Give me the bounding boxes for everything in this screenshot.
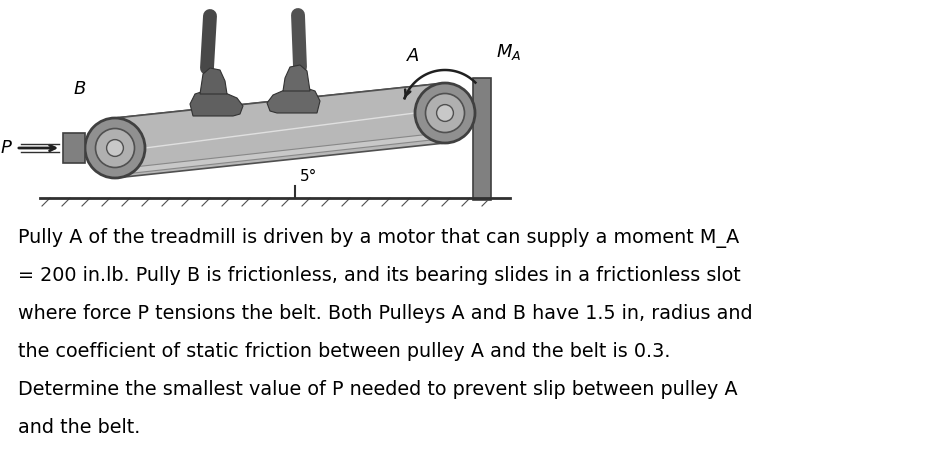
- Text: P: P: [0, 139, 11, 157]
- Circle shape: [415, 83, 475, 143]
- Text: Determine the smallest value of P needed to prevent slip between pulley A: Determine the smallest value of P needed…: [18, 380, 737, 399]
- Circle shape: [107, 140, 124, 156]
- Text: the coefficient of static friction between pulley A and the belt is 0.3.: the coefficient of static friction betwe…: [18, 342, 671, 361]
- Polygon shape: [115, 83, 445, 126]
- Polygon shape: [267, 87, 320, 113]
- Text: 5°: 5°: [300, 169, 317, 184]
- Text: and the belt.: and the belt.: [18, 418, 141, 437]
- Text: Pully A of the treadmill is driven by a motor that can supply a moment M_A: Pully A of the treadmill is driven by a …: [18, 228, 739, 248]
- Polygon shape: [115, 83, 445, 178]
- Text: = 200 in.lb. Pully B is frictionless, and its bearing slides in a frictionless s: = 200 in.lb. Pully B is frictionless, an…: [18, 266, 741, 285]
- Polygon shape: [125, 133, 440, 174]
- Bar: [63, 133, 85, 163]
- Text: A: A: [407, 47, 419, 65]
- Polygon shape: [200, 68, 227, 94]
- Circle shape: [436, 104, 453, 121]
- Bar: [473, 78, 491, 200]
- Text: $M_A$: $M_A$: [496, 42, 522, 62]
- Polygon shape: [190, 90, 243, 116]
- Circle shape: [96, 129, 134, 168]
- Text: B: B: [74, 80, 86, 98]
- Circle shape: [426, 93, 464, 132]
- Polygon shape: [283, 65, 310, 91]
- Text: where force P tensions the belt. Both Pulleys A and B have 1.5 in, radius and: where force P tensions the belt. Both Pu…: [18, 304, 752, 323]
- Circle shape: [85, 118, 145, 178]
